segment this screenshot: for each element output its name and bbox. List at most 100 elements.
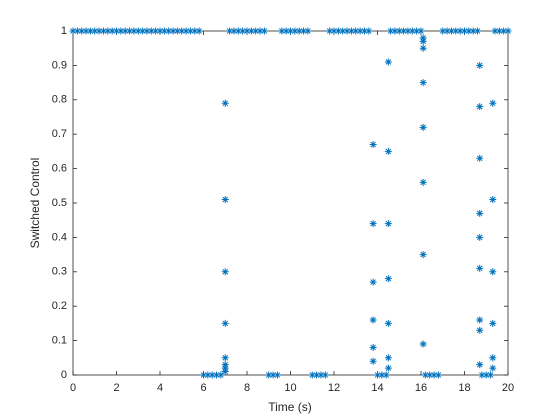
data-point [287,27,294,35]
data-point [217,371,225,379]
data-point [356,27,364,35]
data-point [104,27,112,35]
data-point [391,27,399,35]
data-point [419,79,427,87]
data-point [482,371,490,379]
data-point [282,27,290,35]
data-point [291,27,299,35]
data-point [152,27,160,35]
data-point [384,354,392,362]
data-point [500,27,508,35]
x-tick-label: 4 [157,382,163,394]
data-point [195,27,203,35]
data-point [256,27,264,35]
data-point [352,27,360,35]
y-tick-label: 0.2 [52,300,67,312]
data-point [317,371,325,379]
data-point [369,357,377,365]
data-point [147,27,155,35]
data-point [230,27,238,35]
data-point [313,371,321,379]
x-tick-label: 6 [200,382,206,394]
data-point [121,27,129,35]
data-point [82,27,90,35]
data-point [113,27,120,35]
data-point [413,27,421,35]
data-point [369,278,377,286]
data-point [478,371,486,379]
data-point [476,264,484,272]
data-point [182,27,190,35]
data-point [476,316,484,324]
data-point [234,27,242,35]
data-point [476,103,484,111]
data-point [489,364,497,372]
data-point [419,340,427,348]
data-point [360,27,368,35]
data-point [419,44,427,52]
data-point [491,27,499,35]
x-tick-label: 10 [284,382,296,394]
data-point [504,27,512,35]
y-axis-label: Switched Control [28,158,42,249]
data-point [476,154,484,162]
data-point [156,27,164,35]
y-tick-label: 0.3 [52,266,67,278]
x-tick-label: 16 [415,382,427,394]
y-tick-label: 0.5 [52,197,67,209]
axes-box [72,30,509,376]
data-point [73,27,81,35]
data-point [117,27,125,35]
data-point [221,361,229,369]
data-point [419,123,427,131]
y-tick-label: 0.7 [52,128,67,140]
data-point [382,371,390,379]
y-tick-label: 0.1 [52,335,67,347]
data-point [476,233,484,241]
data-point [343,27,351,35]
data-point [178,27,186,35]
data-point [417,27,425,35]
data-point [369,220,377,228]
data-point [334,27,342,35]
data-point [321,371,329,379]
data-point [169,27,177,35]
x-tick-label: 2 [113,382,119,394]
y-tick-label: 1 [61,25,67,37]
data-point [384,319,392,327]
data-point [439,27,447,35]
data-point [404,27,412,35]
data-point [300,27,308,35]
data-point [304,27,312,35]
data-point [239,27,247,35]
data-point [347,27,355,35]
data-point [326,27,334,35]
data-point [387,27,395,35]
x-tick-label: 8 [244,382,250,394]
data-point [78,27,86,35]
data-point [421,371,429,379]
data-point [476,61,484,69]
data-point [369,316,377,324]
data-point [430,371,438,379]
data-point [384,364,392,372]
x-tick-label: 14 [371,382,383,394]
data-point [108,27,116,35]
data-point [260,27,268,35]
data-point [419,251,427,259]
data-point [489,354,497,362]
data-point [160,27,168,35]
data-point [495,27,503,35]
data-point [208,371,216,379]
data-point [139,27,147,35]
data-point [221,319,229,327]
data-point [86,27,94,35]
data-point [489,99,497,107]
data-point [134,27,142,35]
data-point [461,27,468,35]
data-point [69,27,77,35]
x-tick-label: 18 [458,382,470,394]
data-point [339,27,347,35]
data-point [252,27,260,35]
